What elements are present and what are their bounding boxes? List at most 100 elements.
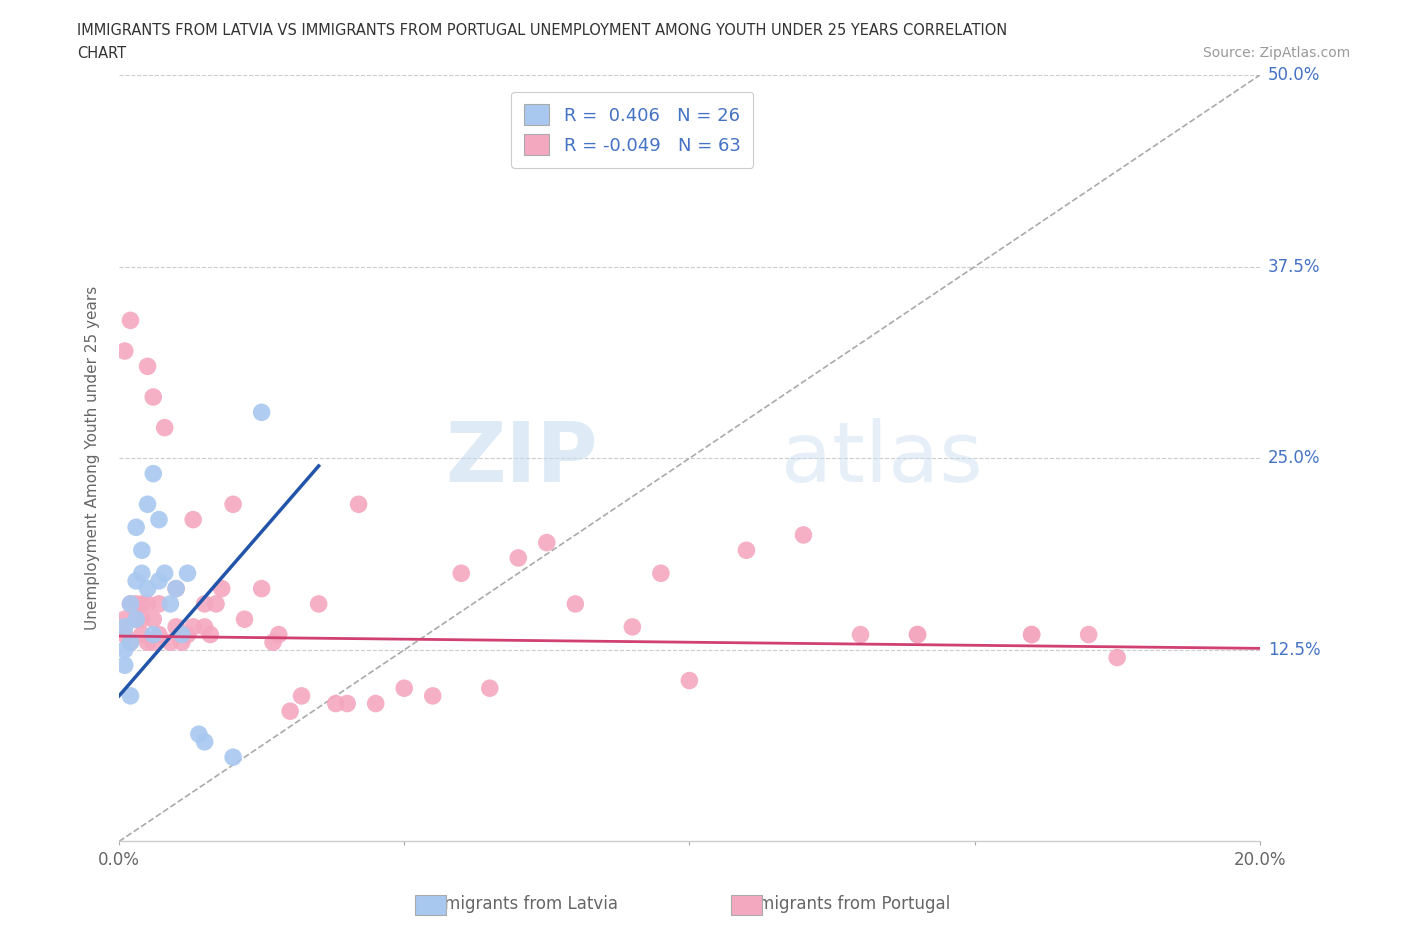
Text: ZIP: ZIP (446, 418, 598, 498)
Point (1021, 627, 1043, 642)
Point (233, 612, 256, 627)
Text: Immigrants from Latvia: Immigrants from Latvia (423, 895, 617, 913)
Point (148, 574, 170, 589)
Point (136, 596, 159, 611)
Point (200, 627, 222, 642)
Point (114, 658, 136, 672)
Point (222, 750, 245, 764)
Point (142, 390, 165, 405)
Point (125, 520, 148, 535)
Point (159, 635, 181, 650)
Point (125, 596, 148, 611)
Point (347, 497, 370, 512)
Point (153, 565, 176, 580)
Point (142, 627, 165, 642)
Point (114, 343, 136, 358)
Point (678, 673, 700, 688)
Text: 25.0%: 25.0% (1268, 449, 1320, 467)
Point (165, 581, 187, 596)
Y-axis label: Unemployment Among Youth under 25 years: Unemployment Among Youth under 25 years (86, 286, 100, 631)
Point (125, 612, 148, 627)
Point (148, 512, 170, 527)
Point (136, 635, 159, 650)
Point (136, 497, 159, 512)
Point (131, 543, 153, 558)
Point (325, 696, 347, 711)
Point (114, 643, 136, 658)
Point (131, 596, 153, 611)
Point (125, 574, 148, 589)
Point (148, 627, 170, 642)
Point (508, 551, 530, 565)
Point (1107, 650, 1129, 665)
Point (142, 612, 165, 627)
Point (165, 581, 187, 596)
Point (536, 535, 558, 550)
Point (907, 627, 929, 642)
Text: CHART: CHART (77, 46, 127, 61)
Point (478, 681, 501, 696)
Point (735, 543, 758, 558)
Point (792, 527, 814, 542)
Point (187, 726, 209, 741)
Point (907, 627, 929, 642)
Point (564, 596, 586, 611)
Point (120, 596, 142, 611)
Point (170, 627, 193, 642)
Point (176, 565, 198, 580)
Point (170, 635, 193, 650)
Point (250, 405, 273, 419)
Text: atlas: atlas (780, 418, 983, 498)
Point (650, 565, 672, 580)
Point (450, 565, 472, 580)
Point (181, 512, 204, 527)
Point (308, 596, 330, 611)
Legend: R =  0.406   N = 26, R = -0.049   N = 63: R = 0.406 N = 26, R = -0.049 N = 63 (512, 92, 754, 167)
Point (364, 696, 387, 711)
Point (849, 627, 872, 642)
Point (194, 619, 217, 634)
Point (120, 635, 142, 650)
Point (1077, 627, 1099, 642)
Point (153, 420, 176, 435)
Point (336, 696, 359, 711)
Point (211, 581, 233, 596)
Point (1021, 627, 1043, 642)
Point (131, 565, 153, 580)
Point (181, 619, 204, 634)
Point (120, 312, 142, 327)
Point (142, 466, 165, 481)
Text: 12.5%: 12.5% (1268, 641, 1320, 658)
Point (136, 581, 159, 596)
Point (142, 635, 165, 650)
Point (120, 596, 142, 611)
Text: 37.5%: 37.5% (1268, 258, 1320, 275)
Text: Source: ZipAtlas.com: Source: ZipAtlas.com (1202, 46, 1350, 60)
Point (176, 627, 198, 642)
Point (114, 627, 136, 642)
Point (194, 735, 217, 750)
Text: 50.0%: 50.0% (1268, 66, 1320, 84)
Point (114, 612, 136, 627)
Point (621, 619, 644, 634)
Point (262, 635, 284, 650)
Point (159, 596, 181, 611)
Point (114, 619, 136, 634)
Point (250, 581, 273, 596)
Point (120, 635, 142, 650)
Point (278, 704, 301, 719)
Point (222, 497, 245, 512)
Text: Immigrants from Portugal: Immigrants from Portugal (737, 895, 950, 913)
Point (136, 359, 159, 374)
Point (131, 612, 153, 627)
Point (125, 612, 148, 627)
Point (148, 596, 170, 611)
Point (290, 688, 312, 703)
Point (267, 627, 290, 642)
Point (194, 596, 217, 611)
Point (120, 688, 142, 703)
Point (422, 688, 444, 703)
Point (131, 627, 153, 642)
Point (165, 619, 187, 634)
Point (205, 596, 228, 611)
